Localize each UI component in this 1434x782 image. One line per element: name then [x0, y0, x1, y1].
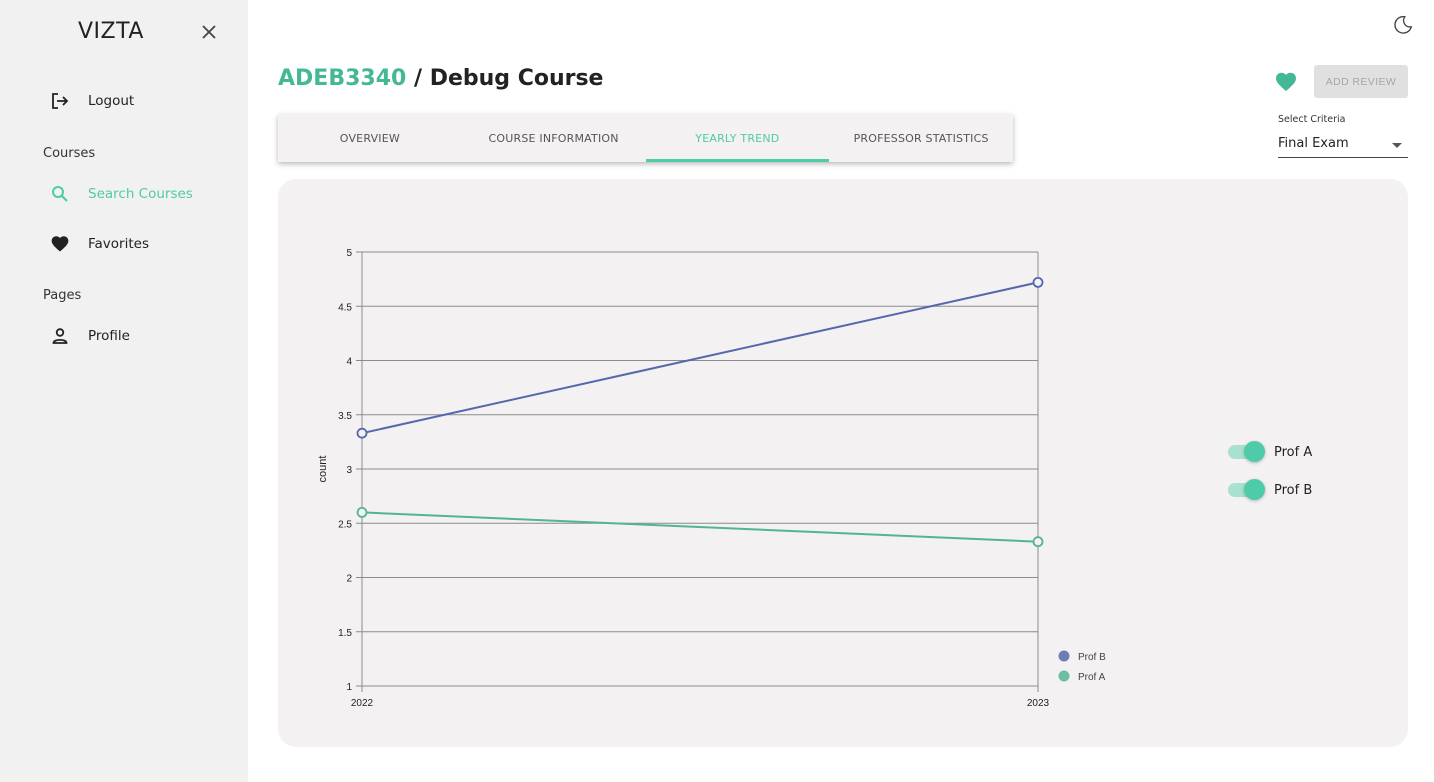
y-tick-label: 4: [346, 357, 352, 368]
course-tabs: OVERVIEW COURSE INFORMATION YEARLY TREND…: [278, 114, 1013, 162]
close-icon: [202, 25, 216, 39]
legend-swatch: [1058, 650, 1070, 662]
person-icon: [50, 326, 70, 346]
y-axis-ticks: 1 1.5 2 2.5 3 3.5 4 4.5 5: [338, 248, 352, 693]
chart-legend: Prof B Prof A: [1058, 650, 1106, 683]
chart-grid: [356, 251, 1039, 692]
tab-overview[interactable]: OVERVIEW: [339, 131, 400, 145]
search-courses-label: Search Courses: [88, 186, 193, 202]
dropdown-caret-icon: [1392, 143, 1402, 148]
y-tick-label: 1.5: [338, 628, 352, 639]
series-line: [361, 511, 1039, 543]
x-axis-ticks: 2022 2023: [351, 698, 1050, 709]
course-code: ADEB3340: [278, 66, 407, 91]
title-separator: /: [406, 66, 430, 91]
search-icon: [50, 184, 70, 204]
add-review-button[interactable]: ADD REVIEW: [1314, 65, 1408, 98]
data-point[interactable]: [1032, 536, 1044, 548]
tab-yearly-trend[interactable]: YEARLY TREND: [645, 114, 830, 162]
criteria-value: Final Exam: [1278, 136, 1349, 151]
sidebar: VIZTA Logout Courses Search Courses: [0, 0, 248, 782]
profile-label: Profile: [88, 328, 130, 344]
heart-icon: [50, 234, 70, 254]
moon-icon: [1394, 15, 1413, 34]
logout-button[interactable]: Logout: [50, 88, 134, 114]
legend-swatch: [1058, 670, 1070, 682]
criteria-label: Select Criteria: [1278, 114, 1346, 125]
y-tick-label: 4.5: [338, 302, 352, 313]
sidebar-item-profile[interactable]: Profile: [50, 323, 130, 349]
pages-section-label: Pages: [43, 288, 82, 303]
dark-mode-toggle[interactable]: [1392, 14, 1414, 36]
sidebar-item-search-courses[interactable]: Search Courses: [50, 181, 193, 207]
course-name: Debug Course: [429, 66, 604, 91]
courses-section-label: Courses: [43, 146, 96, 161]
data-point[interactable]: [356, 506, 368, 518]
y-tick-label: 2.5: [338, 519, 352, 530]
brand-logo: VIZTA: [78, 19, 144, 44]
y-tick-label: 3.5: [338, 411, 352, 422]
sidebar-item-favorites[interactable]: Favorites: [50, 231, 149, 257]
y-tick-label: 5: [346, 248, 352, 259]
close-sidebar-button[interactable]: [197, 20, 221, 44]
prof-b-switch[interactable]: [1228, 479, 1265, 500]
logout-icon: [50, 91, 70, 111]
tab-professor-statistics[interactable]: PROFESSOR STATISTICS: [853, 131, 989, 145]
x-tick-label: 2022: [351, 698, 374, 709]
criteria-select[interactable]: Final Exam: [1278, 132, 1408, 158]
logout-label: Logout: [88, 93, 135, 109]
toggle-prof-a-label: Prof A: [1274, 444, 1313, 460]
heart-icon: [1276, 72, 1296, 91]
y-tick-label: 1: [346, 682, 352, 693]
legend-label: Prof B: [1078, 652, 1106, 663]
legend-label: Prof A: [1078, 672, 1106, 683]
toggle-prof-b-label: Prof B: [1274, 482, 1313, 498]
page-title: ADEB3340 / Debug Course: [278, 66, 603, 91]
toggle-prof-b[interactable]: Prof B: [1228, 479, 1312, 501]
yearly-trend-chart: 11.522.533.544.55 2022 2023 count Prof BP…: [317, 248, 1106, 709]
favorite-button[interactable]: [1274, 70, 1298, 92]
chart-series: [356, 276, 1044, 548]
prof-a-switch[interactable]: [1228, 441, 1265, 462]
x-tick-label: 2023: [1027, 698, 1050, 709]
toggle-prof-a[interactable]: Prof A: [1228, 441, 1312, 463]
y-axis-label: count: [317, 456, 329, 483]
data-point[interactable]: [356, 427, 368, 439]
data-point[interactable]: [1032, 276, 1044, 288]
y-tick-label: 2: [346, 574, 352, 585]
series-line: [361, 281, 1039, 435]
y-tick-label: 3: [346, 465, 352, 476]
favorites-label: Favorites: [88, 236, 149, 252]
tab-course-information[interactable]: COURSE INFORMATION: [488, 131, 619, 145]
